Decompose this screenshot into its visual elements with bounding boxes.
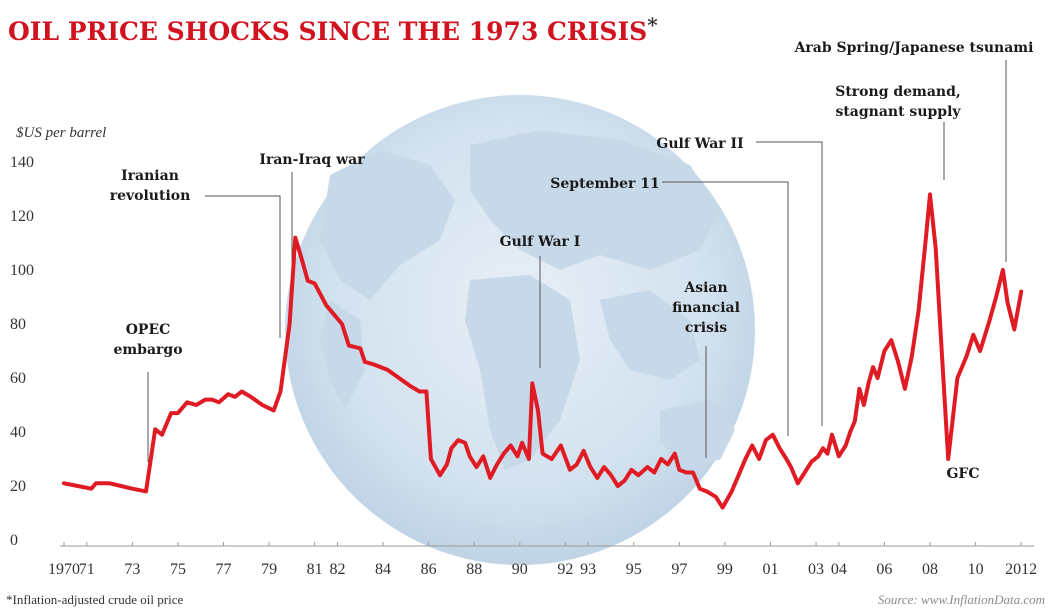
- annotation-line: embargo: [113, 342, 182, 358]
- x-tick-label: 10: [968, 561, 984, 578]
- annotation-line: financial: [672, 300, 740, 316]
- price-line: [62, 192, 1024, 510]
- annotation-line: crisis: [685, 320, 727, 336]
- y-tick-label: 40: [10, 424, 26, 441]
- x-tick-label: 88: [466, 561, 482, 578]
- y-tick-label: 20: [10, 478, 26, 495]
- annotation-arab: Arab Spring/Japanese tsunami: [794, 40, 1034, 56]
- x-tick-label: 84: [375, 561, 391, 578]
- x-tick-label: 73: [124, 561, 140, 578]
- annotation-line: September 11: [550, 176, 659, 192]
- annotation-iranian: Iranian revolution: [110, 168, 191, 204]
- x-tick-label: 77: [216, 561, 232, 578]
- annotation-strong: Strong demand, stagnant supply: [835, 84, 961, 120]
- y-axis-label: $US per barrel: [16, 125, 106, 141]
- annotations: OPEC embargo Iranian revolution Iran-Iraq wa…: [110, 40, 1034, 482]
- y-tick-label: 120: [10, 208, 34, 225]
- x-tick-label: 1970: [48, 561, 80, 578]
- annotation-line: revolution: [110, 188, 191, 204]
- annotation-sept11: September 11: [550, 176, 659, 192]
- x-tick-label: 92: [557, 561, 573, 578]
- annotation-line: Gulf War I: [500, 234, 581, 250]
- title-asterisk: *: [647, 13, 658, 37]
- x-tick-label: 2012: [1005, 561, 1037, 578]
- annotation-leader-iranian: [205, 195, 281, 338]
- x-tick-label: 81: [307, 561, 323, 578]
- annotation-line: Strong demand,: [835, 84, 961, 100]
- annotation-asian: Asian financial crisis: [672, 280, 740, 336]
- x-tick-label: 75: [170, 561, 186, 578]
- globe-background: [285, 95, 755, 565]
- annotation-leader-sept11: [662, 181, 789, 436]
- x-tick-label: 99: [717, 561, 733, 578]
- x-tick-label: 95: [626, 561, 642, 578]
- annotation-line: Iranian: [121, 168, 179, 184]
- x-tick-label: 82: [329, 561, 345, 578]
- annotation-line: OPEC: [126, 322, 171, 338]
- x-tick-label: 97: [671, 561, 687, 578]
- annotation-line: Iran-Iraq war: [259, 152, 365, 168]
- y-tick-label: 100: [10, 262, 34, 279]
- annotation-line: Arab Spring/Japanese tsunami: [794, 40, 1034, 56]
- x-tick-label: 93: [580, 561, 596, 578]
- x-tick-label: 03: [808, 561, 824, 578]
- annotation-line: stagnant supply: [835, 104, 961, 120]
- annotation-line: Gulf War II: [656, 136, 743, 152]
- x-tick-label: 08: [922, 561, 938, 578]
- x-tick-label: 04: [831, 561, 847, 578]
- x-tick-label: 90: [512, 561, 528, 578]
- annotation-gulf1: Gulf War I: [500, 234, 581, 250]
- y-tick-label: 140: [10, 154, 34, 171]
- annotation-leaders: [147, 60, 1007, 462]
- x-tick-label: 79: [261, 561, 277, 578]
- source-note: Source: www.InflationData.com: [878, 592, 1045, 607]
- footnote: *Inflation-adjusted crude oil price: [6, 592, 183, 607]
- annotation-line: GFC: [946, 466, 979, 482]
- annotation-iraniraq: Iran-Iraq war: [259, 152, 365, 168]
- annotation-gulf2: Gulf War II: [656, 136, 743, 152]
- annotation-leader-gulf2: [756, 141, 823, 426]
- y-tick-label: 60: [10, 370, 26, 387]
- x-tick-label: 01: [762, 561, 778, 578]
- series-group: [62, 192, 1024, 510]
- annotation-gfc: GFC: [946, 466, 979, 482]
- x-tick-label: 06: [876, 561, 892, 578]
- y-tick-label: 0: [10, 532, 18, 549]
- x-tick-label: 71: [79, 561, 95, 578]
- annotation-opec: OPEC embargo: [113, 322, 182, 358]
- x-tick-label: 86: [421, 561, 437, 578]
- annotation-line: Asian: [683, 280, 727, 296]
- y-tick-label: 80: [10, 316, 26, 333]
- chart-title: OIL PRICE SHOCKS SINCE THE 1973 CRISIS*: [8, 13, 658, 46]
